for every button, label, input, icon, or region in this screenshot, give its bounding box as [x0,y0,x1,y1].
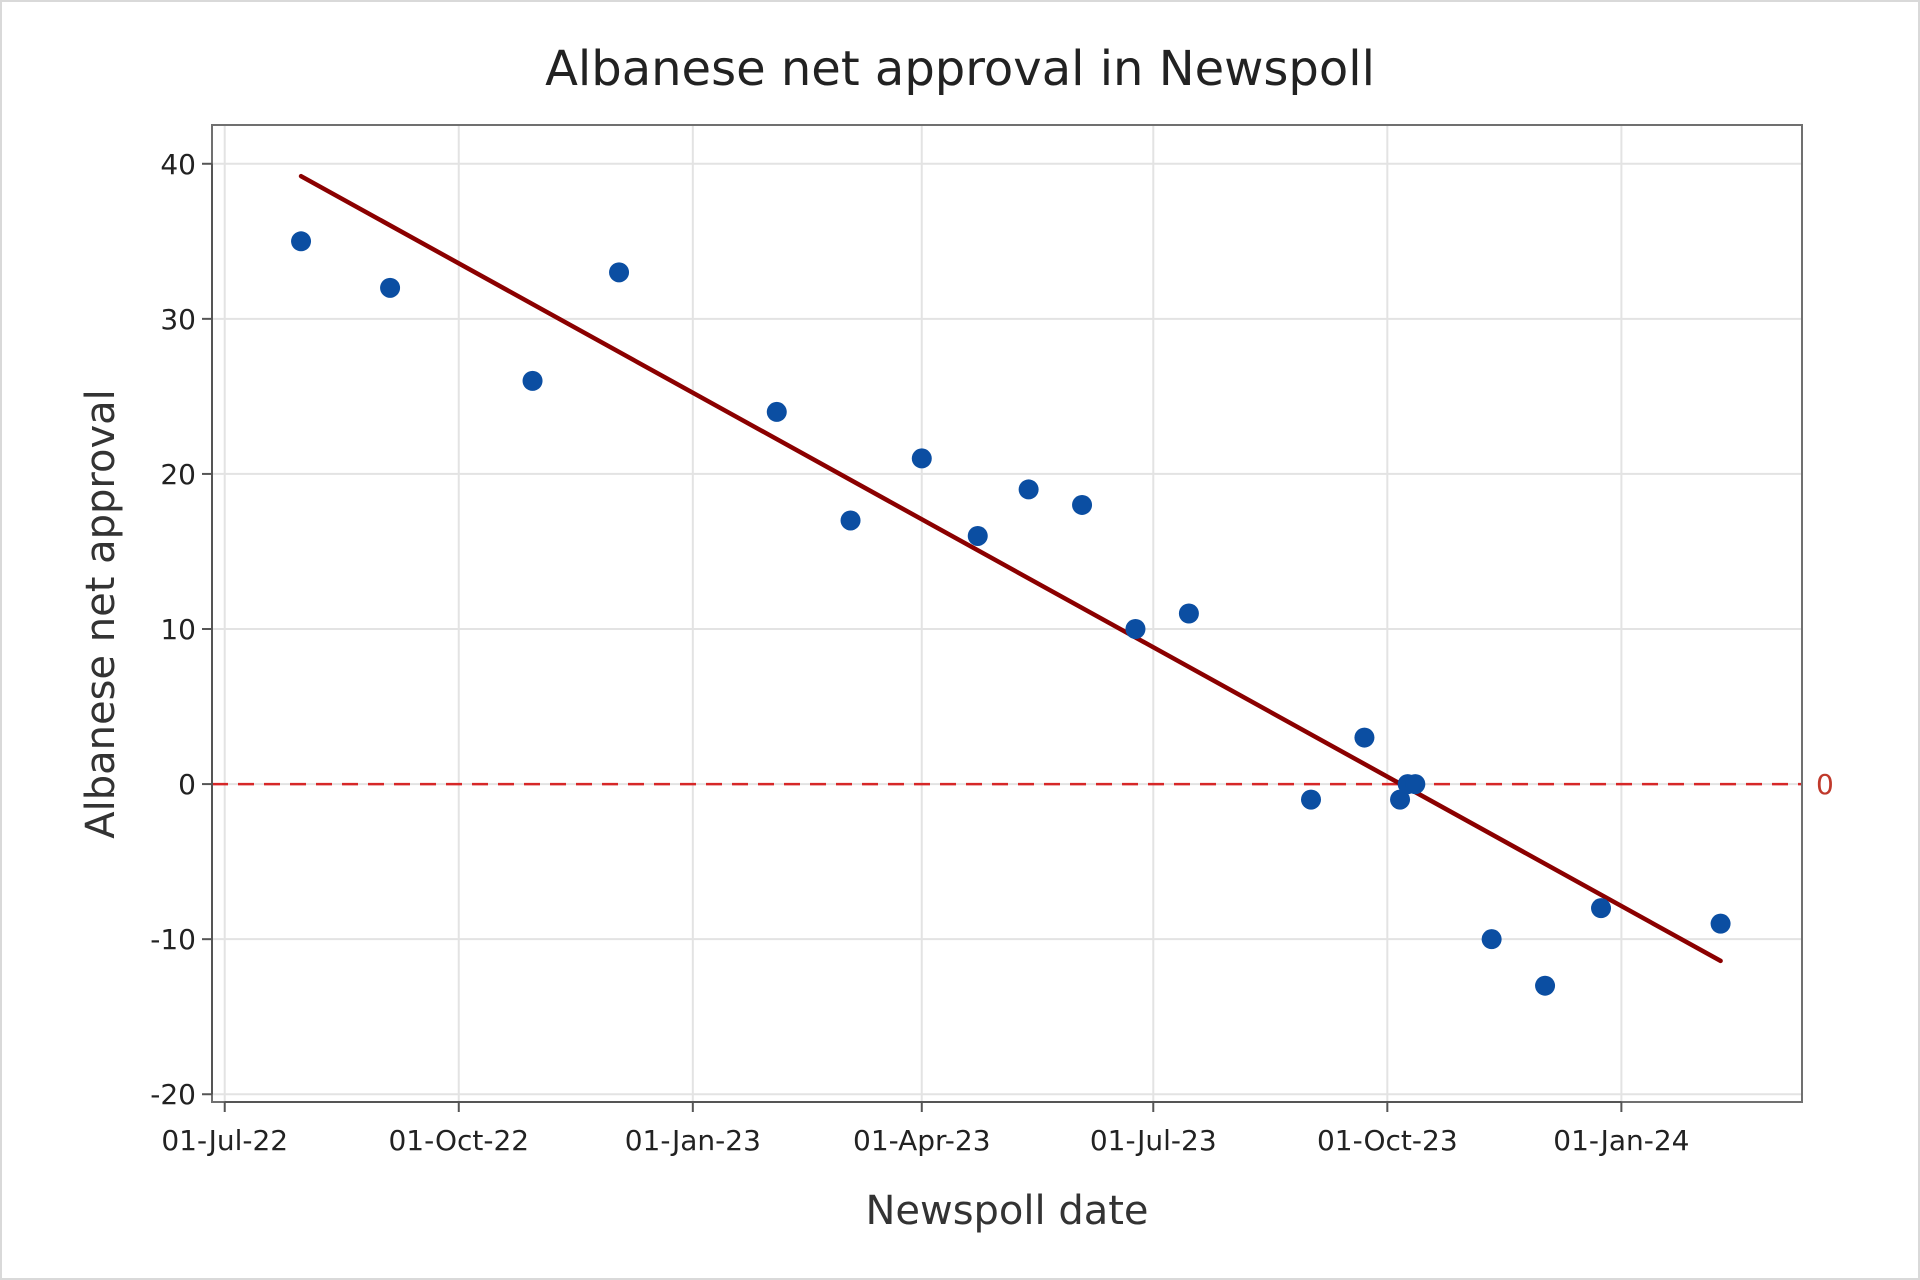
x-tick-label: 01-Apr-23 [853,1124,991,1157]
x-tick-label: 01-Jul-23 [1090,1124,1217,1157]
y-tick-label: 0 [178,768,196,801]
data-point [1072,494,1093,515]
data-point [911,448,932,469]
x-tick-label: 01-Jan-23 [625,1124,761,1157]
reference-line-label: 0 [1816,768,1834,801]
x-tick-label: 01-Oct-23 [1317,1124,1458,1157]
x-tick-label: 01-Jan-24 [1553,1124,1689,1157]
data-point [967,525,988,546]
data-point [609,262,630,283]
x-tick-label: 01-Jul-22 [161,1124,288,1157]
data-point [1178,603,1199,624]
grid-lines [212,125,1802,1102]
reference-line-group: 0 [212,768,1834,801]
data-point [1535,975,1556,996]
trend-line [298,173,1723,964]
data-point [1018,479,1039,500]
data-point [1591,898,1612,919]
plot-frame [211,124,1803,1103]
y-axis: 40 30 20 10 0 -10 -20 [150,148,213,1111]
data-point [522,370,543,391]
data-point [1405,774,1426,795]
data-point [291,231,312,252]
data-point [1481,929,1502,950]
y-tick-label: 20 [160,458,196,491]
x-axis-label: Newspoll date [865,1188,1148,1234]
trend-line-group [298,173,1723,964]
y-axis-label: Albanese net approval [78,389,124,839]
x-axis: 01-Jul-22 01-Oct-22 01-Jan-23 01-Apr-23 01-J… [161,1101,1689,1157]
data-point [840,510,861,531]
data-points [291,231,1731,996]
x-tick-label: 01-Oct-22 [388,1124,529,1157]
data-point [1390,789,1411,810]
data-point [380,277,401,298]
y-tick-label: 10 [160,613,196,646]
chart-title: Albanese net approval in Newspoll [545,41,1375,97]
data-point [766,401,787,422]
y-tick-label: 40 [160,148,196,181]
data-point [1301,789,1322,810]
data-point [1710,913,1731,934]
y-tick-label: -20 [150,1078,196,1111]
data-point [1354,727,1375,748]
y-tick-label: 30 [160,303,196,336]
y-tick-label: -10 [150,923,196,956]
data-point [1125,619,1146,640]
